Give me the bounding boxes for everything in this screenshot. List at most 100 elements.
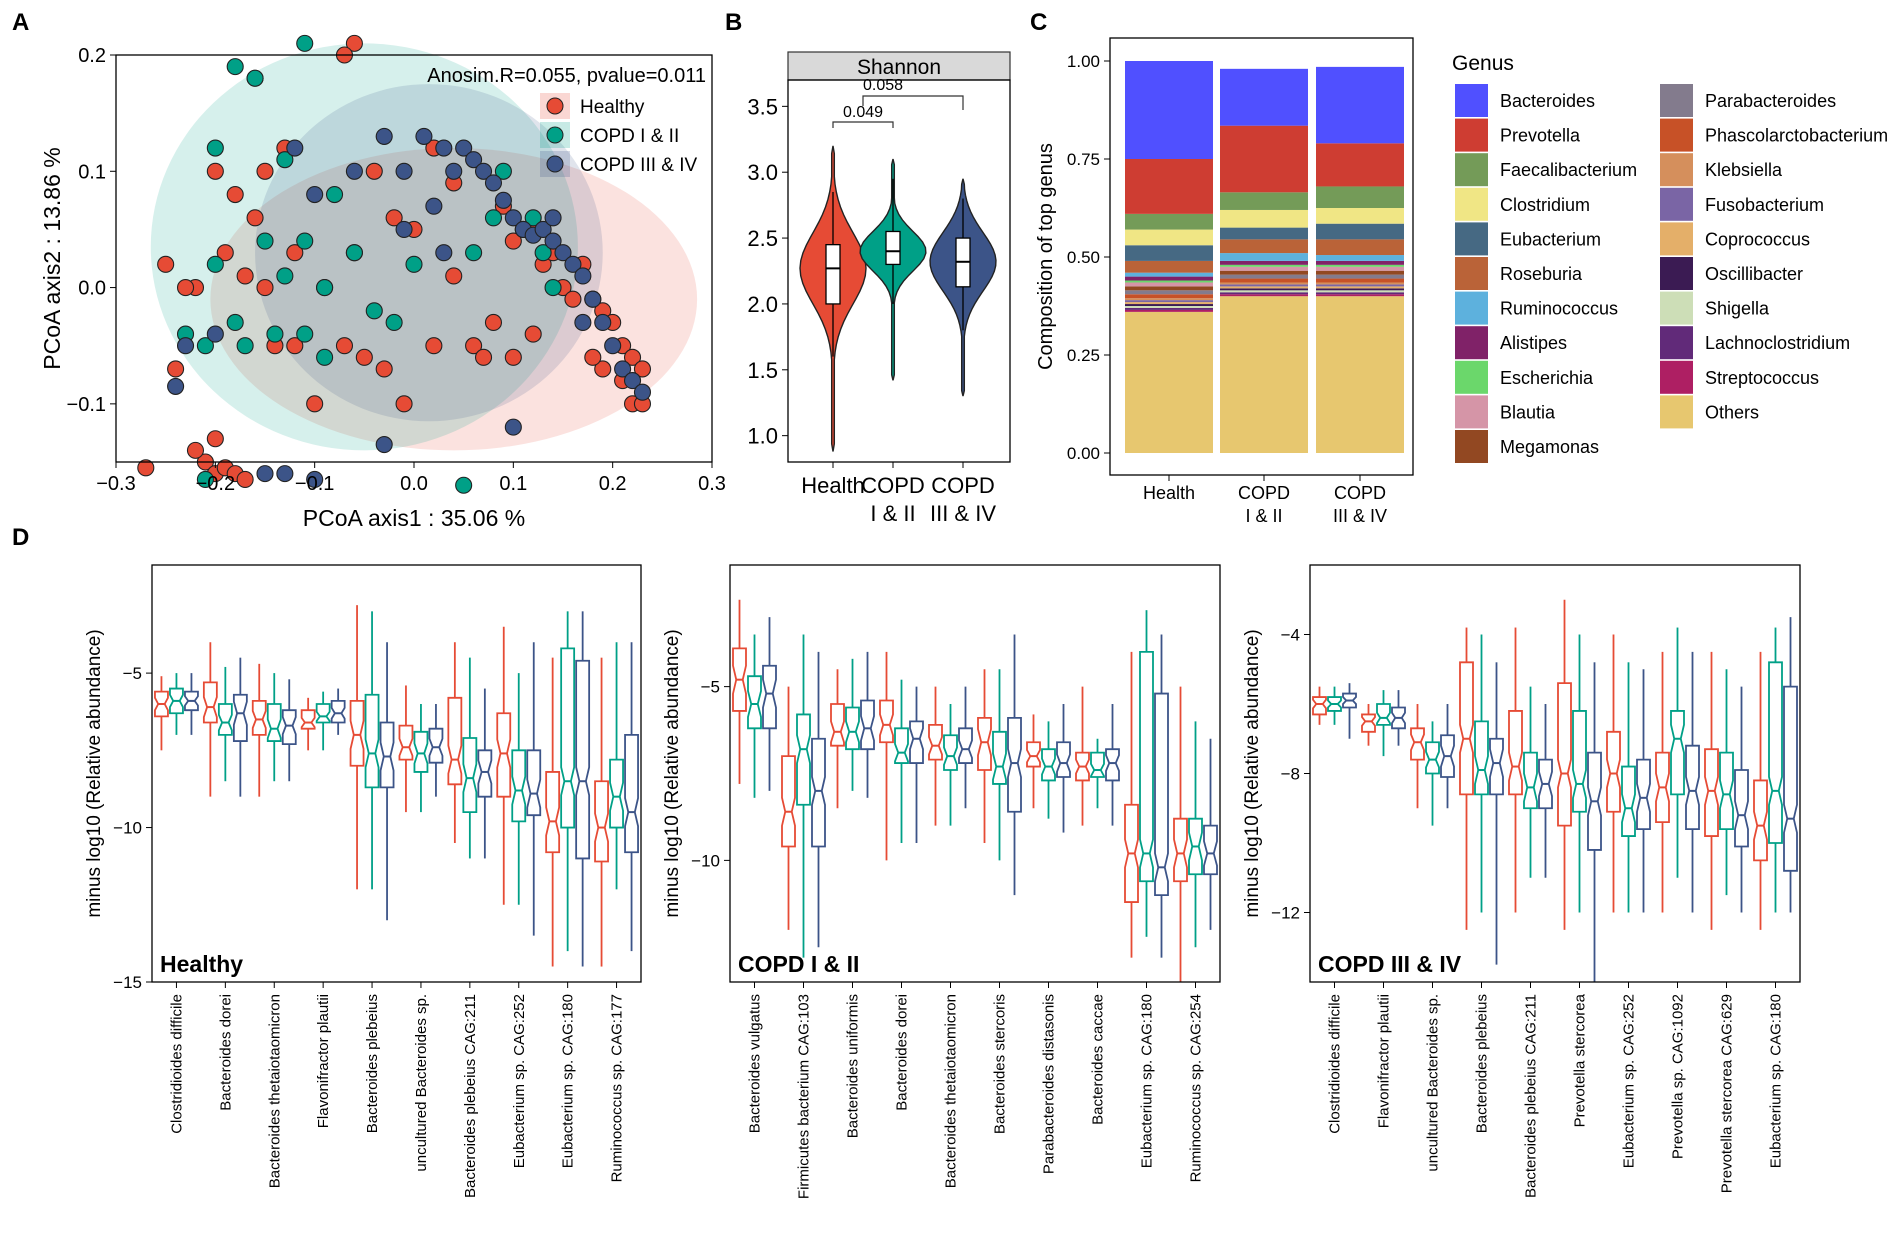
- notched-box: [1704, 748, 1719, 837]
- scatter-point: [435, 244, 453, 262]
- stacked-bar-segment: [1220, 290, 1308, 293]
- stacked-bar-segment: [1220, 68, 1308, 126]
- scatter-point: [623, 372, 642, 390]
- legend-label: Lachnoclostridium: [1705, 333, 1850, 353]
- stacked-bar-segment: [1316, 282, 1404, 285]
- x-category-label-line: I & II: [1245, 506, 1282, 526]
- stacked-bar-segment: [1220, 260, 1308, 265]
- x-category-label: Eubacterium sp. CAG:180: [560, 994, 577, 1168]
- x-category-label: Flavonifractor plautii: [1376, 994, 1393, 1128]
- scatter-point: [574, 267, 592, 285]
- x-category-label: Bacteroides plebeius CAG:211: [1523, 994, 1540, 1198]
- scatter-point: [415, 127, 433, 145]
- stacked-bar-segment: [1316, 274, 1404, 279]
- x-category-label: Eubacterium sp. CAG:180: [1768, 994, 1785, 1168]
- scatter-point: [276, 267, 294, 285]
- panel-label-b: B: [725, 9, 742, 36]
- x-category-label: Ruminococcus sp. CAG:177: [609, 994, 626, 1182]
- notched-box: [1636, 758, 1651, 830]
- scatter-point: [296, 34, 314, 52]
- y-axis-title: PCoA axis2 : 13.86 %: [39, 147, 65, 369]
- facet-strip: [787, 51, 1011, 81]
- x-tick-label: −0.2: [196, 473, 235, 495]
- x-category-label: Health: [801, 473, 865, 498]
- legend-swatch: [1660, 360, 1693, 394]
- stacked-bar-segment: [1125, 290, 1213, 295]
- scatter-point: [226, 185, 244, 204]
- stacked-bar-segment: [1125, 307, 1213, 310]
- legend-label: Ruminococcus: [1500, 299, 1618, 319]
- stacked-bar-segment: [1220, 227, 1308, 240]
- stacked-bar-segment: [1316, 266, 1404, 271]
- copd34-boxplot-panel: −12 −8 −4 Clostridioides difficile Flavonifr…: [1242, 564, 1801, 1198]
- x-category-label: Eubacterium sp. CAG:180: [1139, 994, 1156, 1168]
- legend-swatch: [1455, 153, 1488, 187]
- legend-label: Klebsiella: [1705, 160, 1783, 180]
- notched-box: [1768, 661, 1783, 844]
- box-iqr: [885, 230, 901, 266]
- notched-box: [1090, 751, 1105, 778]
- scatter-point: [494, 162, 512, 180]
- facet-strip-label: Shannon: [857, 56, 941, 79]
- stacked-bar-segment: [1220, 192, 1308, 210]
- notched-box: [1685, 744, 1700, 830]
- scatter-point: [554, 244, 572, 262]
- stacked-bar-segment: [1220, 296, 1308, 453]
- legend-label: Others: [1705, 402, 1759, 422]
- legend-swatch: [1455, 291, 1488, 325]
- scatter-point: [524, 325, 542, 343]
- stacked-bar-segment: [1125, 213, 1213, 230]
- scatter-point: [395, 395, 413, 413]
- notched-box: [251, 700, 267, 736]
- scatter-point: [465, 244, 483, 262]
- stacked-bar-segment: [1316, 288, 1404, 291]
- notched-box: [1572, 710, 1587, 813]
- notched-box: [1007, 717, 1022, 813]
- scatter-point: [524, 209, 542, 227]
- notched-box: [1474, 720, 1489, 796]
- scatter-point: [256, 465, 274, 483]
- confidence-ellipse: [255, 84, 603, 422]
- legend-swatch: [1455, 187, 1488, 221]
- stacked-bar-segment: [1220, 288, 1308, 291]
- scatter-point: [345, 34, 363, 52]
- y-axis-title: minus log10 (Relative abundance): [84, 629, 105, 917]
- stacked-bar-segment: [1316, 260, 1404, 265]
- stacked-bar-segment: [1125, 272, 1213, 277]
- y-tick-label: −15: [113, 973, 142, 992]
- scatter-point: [196, 337, 214, 355]
- stacked-bar-segment: [1125, 300, 1213, 303]
- scatter-point: [504, 348, 522, 366]
- y-tick-label: 0.25: [1067, 346, 1100, 365]
- scatter-point: [137, 459, 155, 477]
- panel-title: COPD I & II: [738, 951, 859, 977]
- y-tick-label: 0.2: [78, 45, 106, 67]
- x-category-label: uncultured Bacteroides sp.: [1425, 994, 1442, 1172]
- legend-swatch: [1455, 395, 1488, 429]
- stacked-bar-segment: [1316, 284, 1404, 287]
- notched-box: [330, 700, 346, 724]
- panel-label-d: D: [12, 524, 29, 551]
- x-category-label: Prevotella sp. CAG:1092: [1670, 994, 1687, 1159]
- scatter-point: [445, 162, 463, 180]
- scatter-point: [584, 348, 602, 366]
- panel-label-c: C: [1030, 9, 1047, 36]
- scatter-point: [395, 162, 413, 180]
- scatter-point: [345, 162, 363, 180]
- scatter-point: [604, 337, 622, 355]
- x-tick-label: 0.1: [499, 473, 527, 495]
- notched-box: [1376, 703, 1391, 726]
- x-category-label-line: Health: [801, 473, 865, 498]
- stacked-bar-segment: [1316, 264, 1404, 267]
- scatter-point: [594, 313, 612, 332]
- stacked-bar-segment: [1125, 276, 1213, 281]
- scatter-point: [395, 220, 413, 238]
- stacked-bar-segment: [1316, 208, 1404, 224]
- notched-box: [992, 730, 1007, 785]
- scatter-point: [206, 255, 224, 273]
- stacked-bar-segment: [1125, 286, 1213, 291]
- notched-box: [560, 647, 576, 829]
- significance-pvalue: 0.058: [863, 77, 903, 94]
- notched-box: [1523, 751, 1538, 810]
